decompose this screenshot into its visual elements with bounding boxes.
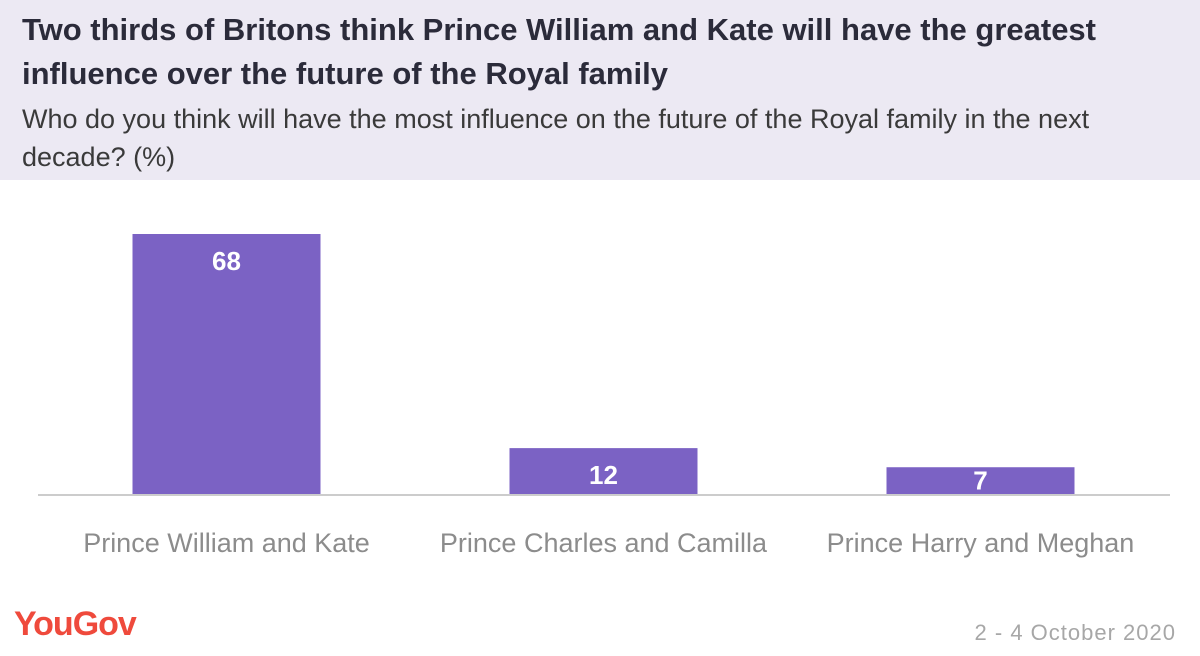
- bar: [509, 448, 698, 494]
- category-label: Prince Charles and Camilla: [440, 528, 768, 558]
- chart-title: Two thirds of Britons think Prince Willi…: [22, 12, 1096, 91]
- data-label: 12: [589, 460, 618, 490]
- data-label: 7: [973, 466, 987, 496]
- bar-chart: 68 Prince William and Kate 12 Prince Charle…: [38, 234, 1170, 558]
- bar: [886, 467, 1075, 494]
- chart-header: Two thirds of Britons think Prince Willi…: [0, 0, 1200, 180]
- bar: [132, 234, 321, 494]
- yougov-logo: YouGov: [14, 605, 137, 643]
- category-label: Prince William and Kate: [83, 528, 370, 558]
- chart-subtitle: Who do you think will have the most infl…: [22, 104, 1090, 172]
- category-label: Prince Harry and Meghan: [827, 528, 1135, 558]
- survey-date: 2 - 4 October 2020: [974, 620, 1176, 645]
- data-label: 68: [212, 246, 241, 276]
